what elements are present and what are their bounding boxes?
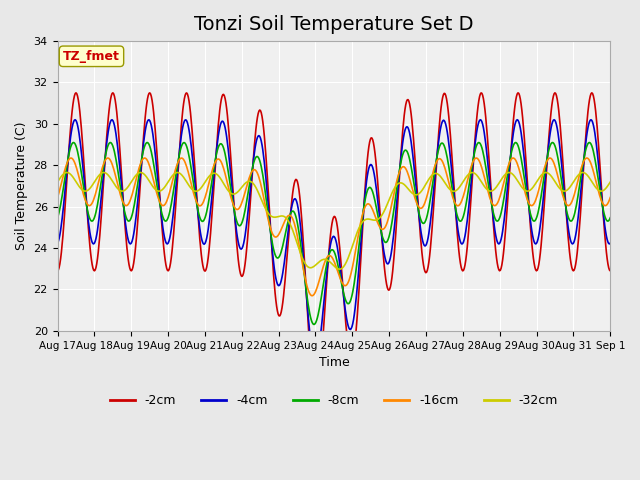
Line: -32cm: -32cm [58,172,611,269]
-32cm [207,172,214,178]
Line: -4cm: -4cm [58,120,611,360]
-8cm [418,219,426,225]
-8cm [402,147,410,153]
-2cm [54,268,61,274]
Line: -16cm: -16cm [58,158,611,296]
-4cm [64,162,72,168]
Y-axis label: Soil Temperature (C): Soil Temperature (C) [15,122,28,250]
-4cm [206,215,214,220]
-2cm [418,250,426,255]
-2cm [588,90,596,96]
-16cm [308,293,316,299]
-32cm [419,187,426,192]
-4cm [418,234,426,240]
-16cm [509,155,517,161]
-8cm [177,146,184,152]
-2cm [206,240,214,246]
Line: -2cm: -2cm [58,93,611,396]
-32cm [607,179,614,185]
-4cm [513,117,521,122]
-32cm [177,172,185,178]
Title: Tonzi Soil Temperature Set D: Tonzi Soil Temperature Set D [194,15,474,34]
Text: TZ_fmet: TZ_fmet [63,50,120,63]
-8cm [120,208,128,214]
-32cm [336,266,344,272]
-2cm [607,268,614,274]
-32cm [403,184,410,190]
-4cm [177,139,184,144]
X-axis label: Time: Time [319,356,349,369]
Legend: -2cm, -4cm, -8cm, -16cm, -32cm: -2cm, -4cm, -8cm, -16cm, -32cm [105,389,563,412]
-16cm [177,156,184,161]
-4cm [120,212,128,217]
-8cm [206,192,214,198]
-8cm [64,158,72,164]
-32cm [64,170,72,176]
-32cm [137,169,145,175]
-4cm [607,240,614,246]
-2cm [402,102,410,108]
-4cm [54,240,61,246]
-2cm [312,393,319,399]
-2cm [64,167,72,173]
-8cm [512,140,520,145]
-2cm [120,214,128,220]
-32cm [54,179,61,185]
Line: -8cm: -8cm [58,143,611,324]
-16cm [64,159,72,165]
-16cm [120,202,128,207]
-4cm [311,357,319,363]
-16cm [54,195,61,201]
-16cm [206,177,214,183]
-8cm [54,215,61,221]
-16cm [402,166,410,172]
-16cm [418,205,426,211]
-2cm [177,132,184,138]
-8cm [607,215,614,221]
-16cm [607,195,614,201]
-8cm [310,322,318,327]
-4cm [402,125,410,131]
-32cm [120,188,128,193]
